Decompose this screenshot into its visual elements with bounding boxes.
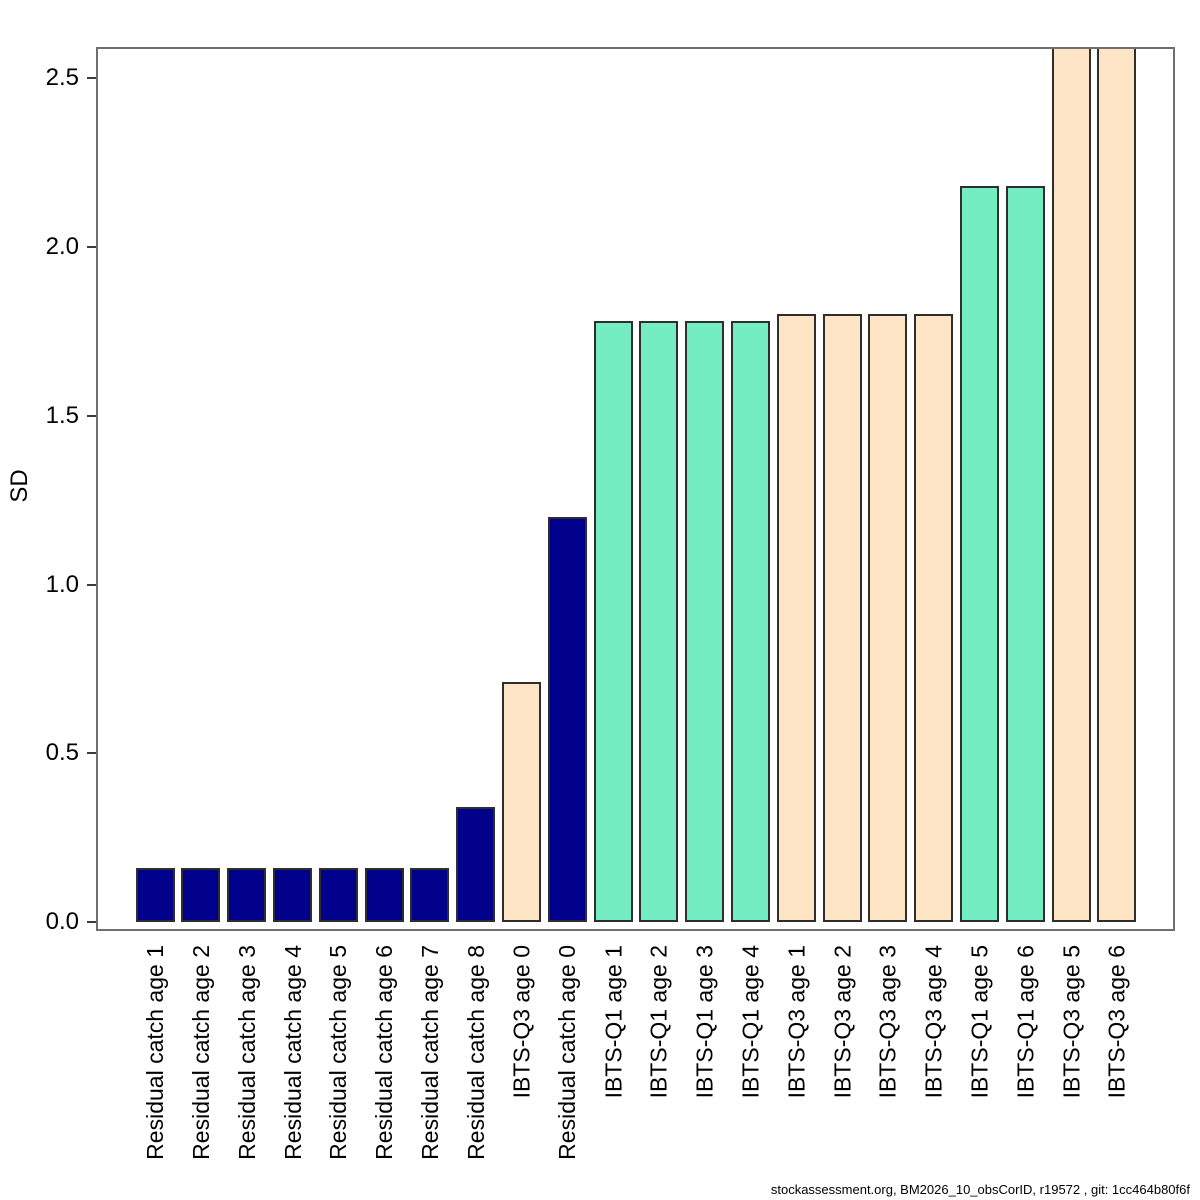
bar bbox=[135, 868, 175, 922]
x-category-label: IBTS-Q1 age 3 bbox=[691, 945, 718, 1099]
bar bbox=[914, 314, 954, 922]
y-tick-label: 2.5 bbox=[45, 64, 79, 92]
bar bbox=[1097, 49, 1137, 922]
x-category-label: IBTS-Q3 age 2 bbox=[829, 945, 855, 1099]
bar bbox=[959, 186, 999, 922]
x-category-label: Residual catch age 6 bbox=[371, 945, 397, 1160]
bar bbox=[730, 321, 770, 922]
plot-area bbox=[96, 47, 1175, 931]
x-category-label: IBTS-Q1 age 1 bbox=[600, 945, 626, 1099]
x-category-label: Residual catch age 7 bbox=[416, 945, 443, 1160]
x-category-label: IBTS-Q3 age 3 bbox=[874, 945, 901, 1099]
bar bbox=[456, 807, 496, 922]
x-category-label: IBTS-Q1 age 6 bbox=[1012, 945, 1039, 1099]
x-category-label: IBTS-Q3 age 1 bbox=[783, 945, 810, 1099]
x-category-label: IBTS-Q1 age 4 bbox=[737, 945, 764, 1099]
y-tick-label: 1.5 bbox=[45, 401, 79, 429]
x-category-label: IBTS-Q1 age 5 bbox=[966, 945, 993, 1099]
y-tick-label: 2.0 bbox=[45, 233, 79, 260]
y-tick-mark bbox=[87, 921, 96, 923]
x-category-label: Residual catch age 4 bbox=[279, 945, 306, 1160]
bar bbox=[639, 321, 679, 922]
y-tick-mark bbox=[87, 77, 96, 80]
y-tick-mark bbox=[87, 246, 96, 248]
y-tick-label: 1.0 bbox=[45, 570, 79, 598]
bar bbox=[181, 868, 221, 922]
bar bbox=[1051, 49, 1091, 922]
y-tick-label: 0.5 bbox=[45, 739, 79, 767]
bar bbox=[272, 868, 312, 922]
bar bbox=[685, 321, 725, 922]
y-tick-mark bbox=[87, 583, 96, 586]
bar bbox=[593, 321, 633, 922]
bar bbox=[547, 517, 587, 922]
x-category-label: IBTS-Q3 age 6 bbox=[1103, 945, 1130, 1099]
bar bbox=[364, 868, 404, 922]
x-category-label: Residual catch age 8 bbox=[462, 945, 489, 1160]
y-axis-title: SD bbox=[6, 469, 33, 503]
bar bbox=[410, 868, 450, 922]
y-tick-label: 0.0 bbox=[45, 908, 79, 935]
x-category-label: Residual catch age 0 bbox=[554, 945, 581, 1160]
x-category-label: Residual catch age 1 bbox=[142, 945, 168, 1160]
x-category-label: IBTS-Q3 age 5 bbox=[1058, 945, 1084, 1099]
bar bbox=[822, 314, 862, 922]
x-category-label: IBTS-Q1 age 2 bbox=[645, 945, 672, 1099]
bar bbox=[318, 868, 358, 922]
footer-text: stockassessment.org, BM2026_10_obsCorID,… bbox=[770, 1182, 1190, 1197]
x-category-label: IBTS-Q3 age 4 bbox=[920, 945, 947, 1099]
y-tick-mark bbox=[87, 752, 96, 755]
y-tick-mark bbox=[87, 414, 96, 417]
bar bbox=[501, 682, 541, 922]
x-category-label: Residual catch age 5 bbox=[325, 945, 352, 1160]
bar bbox=[776, 314, 816, 922]
bar bbox=[868, 314, 908, 922]
x-category-label: Residual catch age 3 bbox=[233, 945, 260, 1160]
x-category-label: Residual catch age 2 bbox=[187, 945, 214, 1160]
x-category-label: IBTS-Q3 age 0 bbox=[508, 945, 535, 1099]
bar bbox=[1005, 186, 1045, 922]
bar bbox=[227, 868, 267, 922]
